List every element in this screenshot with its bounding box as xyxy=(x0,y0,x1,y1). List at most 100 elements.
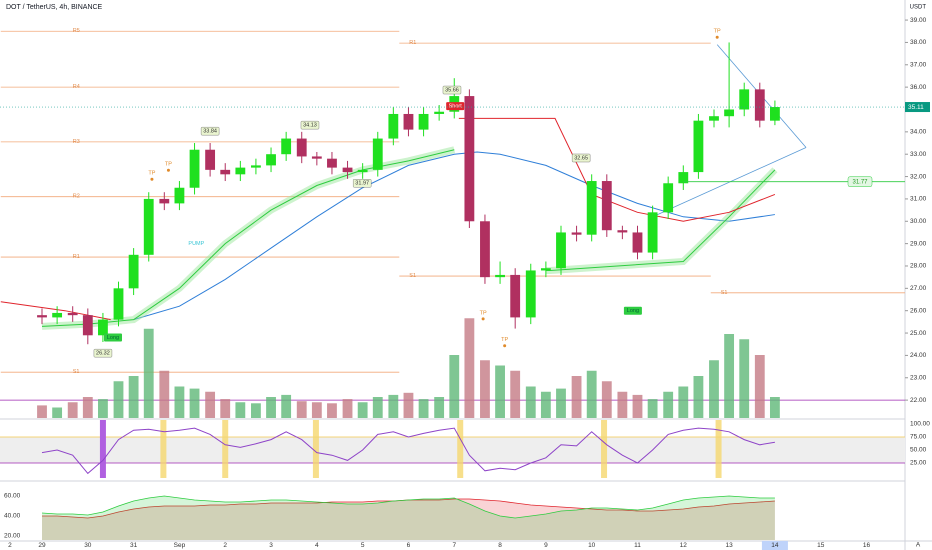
volume-bar xyxy=(480,360,490,418)
x-tick-label: 11 xyxy=(634,542,641,549)
y-tick-label: 30.00 xyxy=(910,218,927,225)
volume-bar xyxy=(143,328,154,418)
candle-body xyxy=(174,187,185,204)
volume-bar xyxy=(510,370,521,418)
x-tick-label: 9 xyxy=(544,542,548,549)
y-tick-label: 32.00 xyxy=(910,173,927,180)
candle-body xyxy=(556,232,566,269)
volume-bar xyxy=(449,355,460,418)
candle-body xyxy=(601,181,612,231)
annotation-label: 33.84 xyxy=(203,129,217,135)
candle-body xyxy=(434,111,445,114)
volume-bar xyxy=(601,381,612,418)
pivot-label: S1 xyxy=(721,290,728,296)
candle-body xyxy=(510,274,521,318)
volume-bar xyxy=(67,402,78,418)
y-tick-label: 38.00 xyxy=(910,39,927,46)
volume-bar xyxy=(327,403,337,418)
dmi-tick-label: 40.00 xyxy=(4,513,21,520)
y-tick-label: 37.00 xyxy=(910,62,927,69)
x-tick-label: 13 xyxy=(725,542,733,549)
indicator-line xyxy=(0,117,776,321)
candle-body xyxy=(189,149,200,188)
x-tick-label: 30 xyxy=(84,542,92,549)
candle-body xyxy=(98,319,108,336)
osc-highlight xyxy=(715,420,722,478)
y-tick-label: 24.00 xyxy=(910,352,927,359)
candle-body xyxy=(266,154,276,166)
volume-bar xyxy=(434,397,445,418)
candle-body xyxy=(327,158,337,168)
y-tick-label: 27.00 xyxy=(910,285,927,292)
volume-bar xyxy=(159,370,170,418)
pivot-label: R5 xyxy=(73,28,80,34)
volume-bar xyxy=(540,391,551,418)
annotation-box xyxy=(571,153,591,163)
volume-bar xyxy=(678,386,689,418)
volume-bar xyxy=(693,376,704,418)
y-tick-label: 22.00 xyxy=(910,397,927,404)
x-tick-label: 3 xyxy=(269,542,273,549)
osc-highlight xyxy=(160,420,167,478)
annotation-label: TP xyxy=(501,337,508,343)
volume-bar xyxy=(388,394,399,418)
candle-body xyxy=(205,149,216,170)
volume-bar xyxy=(556,388,566,418)
osc-highlight xyxy=(222,420,229,478)
y-tick-label: 31.00 xyxy=(910,196,927,203)
candle-body xyxy=(586,181,597,235)
candle-body xyxy=(52,312,63,318)
candle-body xyxy=(709,116,719,121)
candle-body xyxy=(128,254,139,289)
volume-bar xyxy=(724,334,735,418)
candle-body xyxy=(693,120,704,173)
candle-body xyxy=(220,169,231,175)
pivot-label: R4 xyxy=(73,84,80,90)
indicator-line xyxy=(41,149,776,327)
osc-highlight xyxy=(601,420,608,478)
candle-body xyxy=(251,165,261,168)
currency: USDT xyxy=(910,5,927,11)
candle-body xyxy=(235,167,246,175)
volume-bar xyxy=(82,397,93,418)
annotation-label: TP xyxy=(148,171,155,177)
x-tick-label: 31 xyxy=(130,542,138,549)
candle-body xyxy=(647,212,658,253)
y-tick-label: 33.00 xyxy=(910,151,927,158)
volume-bar xyxy=(663,391,674,418)
volume-bar xyxy=(464,318,475,418)
candle-body xyxy=(571,232,582,235)
annotation-label: TP xyxy=(165,162,172,168)
volume-bar xyxy=(342,399,353,418)
osc-tick-label: 75.00 xyxy=(910,434,927,441)
candle-body xyxy=(540,268,551,271)
dmi-area xyxy=(42,496,775,540)
candle-body xyxy=(372,138,383,170)
x-tick-label: 8 xyxy=(498,542,502,549)
osc-tick-label: 50.00 xyxy=(910,447,927,454)
x-tick-label: 10 xyxy=(588,542,596,549)
candle-body xyxy=(739,89,750,110)
x-tick-label: 15 xyxy=(817,542,825,549)
candle-body xyxy=(388,113,399,139)
candle-body xyxy=(495,274,505,278)
candle-body xyxy=(464,96,475,222)
auto-scale-button[interactable]: A xyxy=(916,542,921,549)
y-tick-label: 26.00 xyxy=(910,307,927,314)
y-tick-label: 29.00 xyxy=(910,240,927,247)
annotation-label: 31.97 xyxy=(355,181,369,187)
osc-tick-label: 25.00 xyxy=(910,460,927,467)
candle-body xyxy=(418,113,429,130)
volume-bar xyxy=(205,391,216,418)
annotation-box xyxy=(352,179,372,188)
volume-bar xyxy=(98,399,108,418)
annotation-label: 32.65 xyxy=(574,155,588,161)
annotation-box xyxy=(623,306,642,315)
volume-bar xyxy=(647,399,658,418)
tp-dot xyxy=(166,168,170,172)
candle-body xyxy=(754,89,765,121)
annotation-box xyxy=(442,85,462,95)
volume-bar xyxy=(769,397,780,418)
candle-body xyxy=(769,107,780,121)
